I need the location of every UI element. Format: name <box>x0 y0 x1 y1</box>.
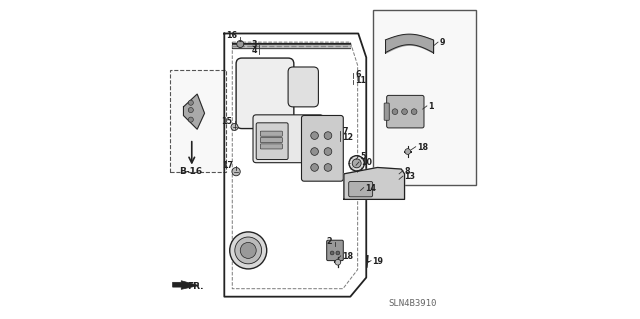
Circle shape <box>231 123 238 130</box>
Text: 15: 15 <box>221 117 232 126</box>
FancyBboxPatch shape <box>288 67 319 107</box>
Circle shape <box>188 117 193 122</box>
Text: 5: 5 <box>361 152 366 161</box>
Text: 17: 17 <box>223 161 234 170</box>
Circle shape <box>311 164 319 171</box>
Text: 16: 16 <box>226 31 237 40</box>
Circle shape <box>392 109 398 115</box>
Text: 8: 8 <box>404 167 410 176</box>
FancyBboxPatch shape <box>260 137 282 143</box>
FancyBboxPatch shape <box>387 95 424 128</box>
Circle shape <box>188 100 193 105</box>
Circle shape <box>237 41 244 48</box>
FancyBboxPatch shape <box>260 144 282 149</box>
Text: 18: 18 <box>417 143 428 152</box>
Circle shape <box>335 259 340 265</box>
FancyBboxPatch shape <box>301 115 343 181</box>
Text: 12: 12 <box>342 133 353 142</box>
Circle shape <box>330 251 334 255</box>
Circle shape <box>352 159 361 168</box>
Circle shape <box>188 108 193 113</box>
FancyBboxPatch shape <box>236 58 294 129</box>
Circle shape <box>311 132 319 139</box>
Text: 19: 19 <box>372 257 383 266</box>
Circle shape <box>232 167 240 176</box>
FancyBboxPatch shape <box>260 131 282 136</box>
Text: 9: 9 <box>440 38 445 47</box>
Circle shape <box>402 109 408 115</box>
Circle shape <box>336 251 340 255</box>
Text: FR.: FR. <box>188 282 204 291</box>
Circle shape <box>311 148 319 155</box>
Bar <box>170 70 226 172</box>
Circle shape <box>324 148 332 155</box>
Bar <box>372 10 476 185</box>
FancyBboxPatch shape <box>256 123 288 160</box>
Text: 10: 10 <box>361 158 372 167</box>
Polygon shape <box>173 281 199 289</box>
Text: 14: 14 <box>365 184 376 193</box>
Text: 11: 11 <box>355 76 366 85</box>
Text: 4: 4 <box>252 46 257 55</box>
Circle shape <box>324 132 332 139</box>
Text: 18: 18 <box>342 252 353 261</box>
Circle shape <box>324 164 332 171</box>
Text: B-16: B-16 <box>179 167 202 176</box>
FancyBboxPatch shape <box>384 103 389 120</box>
Text: 13: 13 <box>404 172 415 181</box>
Circle shape <box>349 156 364 171</box>
FancyBboxPatch shape <box>326 240 343 261</box>
Text: 3: 3 <box>252 40 257 48</box>
Text: 1: 1 <box>428 102 434 111</box>
Text: 2: 2 <box>327 237 332 246</box>
Text: 7: 7 <box>342 127 348 136</box>
Circle shape <box>230 232 267 269</box>
Polygon shape <box>184 94 205 129</box>
FancyBboxPatch shape <box>349 182 372 197</box>
Text: 6: 6 <box>355 70 360 78</box>
Circle shape <box>240 242 256 258</box>
Circle shape <box>405 149 411 154</box>
Polygon shape <box>344 167 404 199</box>
Circle shape <box>235 237 262 264</box>
Circle shape <box>412 109 417 115</box>
FancyBboxPatch shape <box>253 115 323 163</box>
Text: SLN4B3910: SLN4B3910 <box>388 299 436 308</box>
